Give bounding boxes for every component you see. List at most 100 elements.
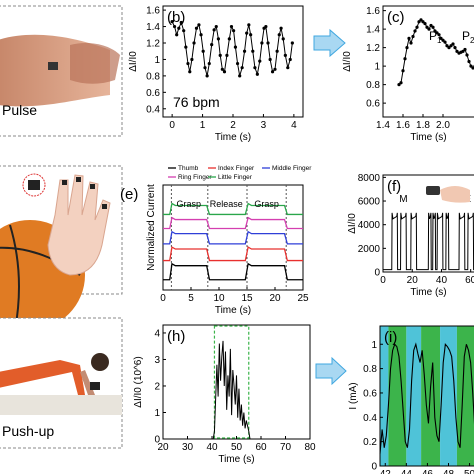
- chart-b: 0 1 2 3 4 0.4 0.6 0.8 1 1.2 1.4 1.6 Time (s) (b) ΔI/I0…: [128, 5, 304, 143]
- data-point: [199, 33, 203, 37]
- data-point: [177, 26, 181, 30]
- data-point: [197, 23, 201, 27]
- data-point: [273, 67, 277, 71]
- data-point: [427, 27, 431, 31]
- y-tick-label: 8000: [358, 173, 381, 184]
- x-tick-label: 80: [304, 442, 316, 453]
- y-axis-label: ΔI/I0: [342, 51, 353, 72]
- data-point: [423, 21, 427, 26]
- data-point: [218, 53, 222, 57]
- series-line: [163, 216, 303, 230]
- plot-frame: [162, 324, 311, 440]
- data-point: [203, 66, 207, 70]
- peak-letter: P: [429, 29, 437, 43]
- y-tick-label: 6000: [358, 197, 381, 208]
- data-point: [251, 49, 255, 53]
- data-point: [220, 67, 224, 71]
- series-line: [383, 212, 474, 271]
- data-point: [260, 41, 264, 45]
- band: [406, 326, 422, 466]
- x-tick-label: 46: [422, 469, 434, 474]
- x-tick-label: 1.8: [416, 120, 430, 131]
- data-point: [172, 24, 177, 29]
- data-point: [225, 53, 229, 57]
- photo-pulse: Pulse: [0, 5, 123, 137]
- data-point: [399, 81, 403, 85]
- x-tick-label: 30: [182, 442, 194, 453]
- peak-annotation: P1: [429, 29, 442, 45]
- data-point: [467, 59, 471, 64]
- data-point: [413, 29, 417, 33]
- band: [388, 326, 407, 466]
- data-point: [279, 26, 283, 30]
- plot-frame: [379, 325, 474, 467]
- data-point: [264, 24, 268, 29]
- region-label: Grasp: [254, 199, 279, 209]
- data-point: [229, 24, 234, 29]
- panel-label: (b): [167, 9, 185, 26]
- data-point: [186, 61, 190, 66]
- panel-label: (h): [167, 328, 185, 345]
- y-axis-label: ΔI/I0: [128, 51, 139, 72]
- sensor-icon: [90, 382, 100, 390]
- data-point: [201, 49, 205, 53]
- x-tick-label: 1.6: [396, 120, 410, 131]
- data-point: [463, 47, 467, 52]
- data-point: [184, 45, 188, 49]
- panel-label: (c): [387, 9, 405, 26]
- x-tick-label: 2.0: [436, 120, 450, 131]
- data-point: [275, 49, 279, 53]
- y-tick-label: 4: [154, 328, 160, 339]
- x-tick-label: 44: [401, 469, 413, 474]
- data-point: [245, 31, 249, 35]
- data-point: [415, 25, 419, 29]
- x-tick-label: 0: [169, 120, 175, 131]
- y-tick-label: 2: [154, 381, 160, 392]
- peak-letter: P: [462, 29, 470, 43]
- x-tick-label: 50: [464, 469, 474, 474]
- inset-hand-pen: [420, 180, 470, 203]
- x-axis-label: Time (s): [410, 132, 446, 143]
- y-tick-label: 0.8: [146, 71, 160, 82]
- series-line: [163, 246, 303, 262]
- data-point: [443, 40, 447, 44]
- legend-entry: Little Finger: [218, 174, 253, 181]
- data-point: [179, 20, 183, 25]
- data-point: [411, 34, 415, 39]
- x-tick-label: 40: [436, 275, 448, 286]
- region-label: Grasp: [177, 199, 202, 209]
- y-tick-label: 0.6: [146, 88, 160, 99]
- y-tick-label: 2000: [358, 244, 381, 255]
- y-tick-label: 0: [154, 435, 160, 446]
- sensor-icon: [48, 62, 58, 70]
- legend-entry: Thumb: [178, 165, 199, 172]
- x-tick-label: 20: [407, 275, 419, 286]
- data-point: [453, 46, 457, 50]
- data-point: [214, 24, 218, 29]
- x-tick-label: 1: [200, 120, 206, 131]
- data-point: [258, 59, 262, 63]
- data-point: [270, 70, 275, 74]
- y-axis-label: ΔI/I0 (10^6): [133, 356, 144, 407]
- x-tick-label: 70: [280, 442, 292, 453]
- letter-label: M: [399, 194, 407, 205]
- data-point: [182, 29, 186, 33]
- y-tick-label: 0.2: [363, 437, 377, 448]
- panel-label: (e): [120, 186, 138, 203]
- x-tick-label: 4: [291, 120, 297, 131]
- pushup-label: Push-up: [2, 423, 54, 439]
- x-tick-label: 3: [261, 120, 267, 131]
- region-label: Release: [210, 199, 243, 209]
- plot-frame: [382, 5, 474, 118]
- data-point: [238, 74, 242, 78]
- data-point: [205, 74, 209, 78]
- legend-entry: Ring Finger: [178, 174, 212, 181]
- data-point: [451, 42, 455, 46]
- data-point: [233, 45, 238, 49]
- data-point: [403, 57, 407, 61]
- data-point: [283, 53, 287, 57]
- x-axis-label: Time (s): [215, 132, 251, 143]
- panel-label: (f): [387, 178, 401, 195]
- band: [440, 326, 457, 466]
